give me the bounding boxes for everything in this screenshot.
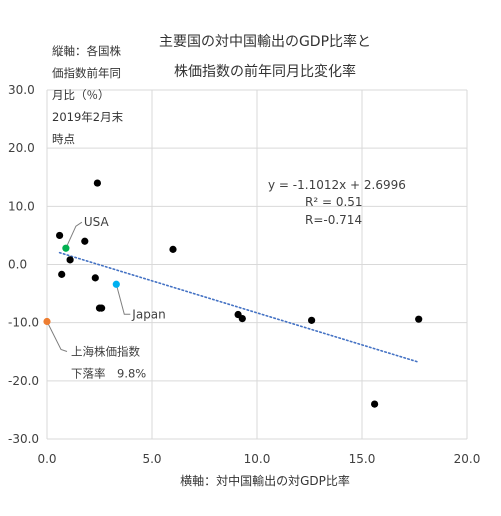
y-tick-label: 0.0	[8, 258, 27, 272]
data-point	[43, 317, 51, 326]
data-point	[238, 314, 246, 323]
data-point	[415, 315, 423, 323]
chart-title-line1: 主要国の対中国輸出のGDP比率と	[158, 34, 372, 50]
japan-leader-line	[115, 284, 131, 315]
data-point	[112, 280, 120, 288]
x-tick-label: 10.0	[244, 452, 271, 466]
y-tick-label: 20.0	[8, 141, 35, 155]
data-point	[58, 270, 66, 278]
y-tick-label: 30.0	[8, 83, 35, 97]
x-tick-label: 0.0	[37, 452, 56, 466]
y-axis-label-line: 価指数前年同	[52, 66, 121, 80]
y-axis-label-line: 縦軸：各国株	[52, 44, 121, 58]
data-point	[66, 256, 74, 264]
x-tick-label: 15.0	[349, 452, 376, 466]
x-tick-label: 5.0	[142, 452, 161, 466]
r-squared-label: R² = 0.51	[305, 195, 363, 209]
data-point	[93, 179, 101, 187]
x-tick-labels: 0.0 5.0 10.0 15.0 20.0	[37, 452, 480, 466]
data-point	[308, 316, 316, 324]
shanghai-label-line1: 上海株価指数	[71, 345, 140, 359]
y-tick-label: -20.0	[8, 374, 39, 388]
trendline-line	[58, 251, 420, 363]
trendline-equation: y = -1.1012x + 2.6996	[268, 178, 406, 192]
usa-label: USA	[84, 215, 110, 229]
trendline	[58, 251, 420, 363]
x-axis-label: 横軸：対中国輸出の対GDP比率	[180, 474, 350, 488]
y-tick-label: -30.0	[8, 432, 39, 446]
data-point	[56, 231, 64, 240]
correlation-label: R=-0.714	[305, 213, 362, 227]
y-tick-labels: 30.0 20.0 10.0 0.0 -10.0 -20.0 -30.0	[8, 83, 39, 446]
x-tick-label: 20.0	[454, 452, 481, 466]
annotations: y = -1.1012x + 2.6996 R² = 0.51 R=-0.714 US…	[71, 178, 406, 381]
gridlines	[46, 89, 468, 440]
y-tick-label: -10.0	[8, 316, 39, 330]
y-tick-label: 10.0	[8, 199, 35, 213]
shanghai-label-line2: 下落率 9.8%	[71, 367, 146, 381]
y-axis-label-line: 2019年2月末	[52, 110, 124, 124]
data-point	[371, 400, 379, 408]
shanghai-leader-line	[46, 321, 68, 352]
y-axis-label: 縦軸：各国株 価指数前年同 月比（％） 2019年2月末 時点	[52, 40, 132, 150]
data-point	[98, 304, 106, 312]
data-point	[91, 274, 99, 282]
data-point	[62, 244, 70, 252]
usa-leader-line	[65, 221, 83, 249]
y-axis-label-line: 月比（％）	[52, 88, 110, 102]
chart-title-line2: 株価指数の前年同月比変化率	[174, 64, 356, 80]
japan-label: Japan	[131, 307, 165, 321]
annotation-leaders	[46, 221, 131, 352]
y-axis-label-line: 時点	[52, 132, 75, 146]
data-points	[43, 179, 423, 408]
data-point	[81, 237, 89, 245]
data-point	[169, 245, 177, 253]
